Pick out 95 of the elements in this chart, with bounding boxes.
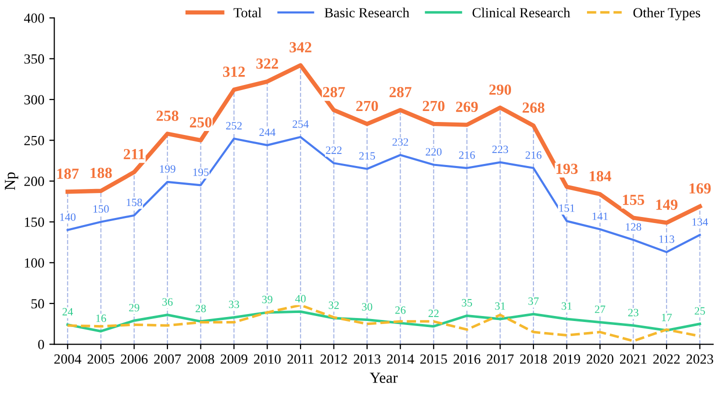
data-label: 254	[292, 120, 309, 128]
data-label: 28	[196, 304, 206, 312]
y-tick-label: 100	[24, 258, 44, 268]
data-label: 140	[60, 213, 76, 221]
data-label: 223	[492, 146, 508, 154]
data-label: 252	[226, 122, 242, 130]
data-label: 22	[428, 310, 439, 318]
x-tick-label: 2015	[420, 354, 447, 364]
y-tick-label: 150	[24, 217, 44, 227]
x-tick-label: 2019	[553, 354, 580, 364]
data-label: 250	[190, 117, 212, 128]
legend-label: Other Types	[633, 8, 700, 20]
data-label: 128	[626, 223, 642, 231]
y-tick-label: 350	[24, 54, 44, 64]
data-label: 184	[590, 171, 612, 182]
data-label: 17	[662, 314, 672, 322]
x-tick-label: 2008	[187, 354, 214, 364]
data-label: 25	[694, 307, 705, 315]
data-label: 287	[390, 86, 412, 98]
x-tick-label: 2010	[254, 354, 281, 364]
data-label: 322	[256, 58, 278, 69]
data-label: 37	[528, 297, 539, 305]
data-label: 193	[556, 164, 578, 174]
data-label: 215	[359, 152, 375, 160]
data-label: 270	[356, 100, 378, 112]
data-label: 199	[160, 165, 176, 173]
data-label: 29	[129, 304, 140, 312]
x-tick-label: 2020	[586, 354, 614, 364]
data-label: 258	[156, 110, 178, 121]
y-tick-label: 250	[24, 136, 44, 146]
data-label: 134	[692, 218, 708, 226]
x-tick-label: 2014	[387, 354, 414, 364]
data-label: 158	[126, 198, 142, 206]
data-label: 35	[462, 299, 472, 307]
data-label: 149	[656, 200, 678, 210]
data-label: 187	[57, 168, 79, 179]
x-tick-label: 2018	[520, 354, 547, 364]
data-label: 36	[162, 298, 173, 306]
x-tick-label: 2017	[486, 354, 514, 364]
x-tick-label: 2011	[288, 354, 314, 364]
data-label: 195	[193, 168, 209, 176]
data-label: 216	[526, 151, 542, 159]
x-tick-label: 2013	[354, 354, 380, 364]
data-label: 150	[94, 205, 109, 213]
data-label: 24	[62, 308, 73, 316]
data-label: 31	[495, 302, 506, 310]
data-label: 211	[124, 149, 144, 160]
data-label: 16	[96, 314, 106, 322]
x-tick-label: 2022	[653, 354, 680, 364]
y-tick-label: 400	[24, 13, 44, 23]
data-label: 222	[326, 146, 342, 154]
data-label: 40	[295, 294, 306, 302]
data-label: 169	[690, 183, 711, 194]
data-label: 151	[559, 204, 574, 212]
data-label: 290	[489, 84, 512, 95]
legend-label: Clinical Research	[472, 8, 570, 18]
data-label: 141	[592, 212, 608, 220]
y-tick-label: 200	[24, 176, 44, 186]
x-tick-label: 2016	[454, 354, 480, 364]
data-label: 33	[228, 300, 240, 308]
x-tick-label: 2006	[120, 354, 148, 364]
x-tick-label: 2021	[620, 354, 646, 364]
data-label: 30	[362, 303, 372, 311]
x-tick-label: 2012	[320, 354, 347, 364]
y-tick-label: 300	[24, 95, 44, 104]
x-tick-label: 2023	[686, 354, 714, 364]
y-tick-label: 50	[31, 299, 44, 308]
y-axis-title: Np	[4, 172, 18, 190]
data-label: 23	[628, 308, 638, 316]
x-tick-label: 2007	[154, 354, 181, 364]
x-tick-label: 2004	[54, 354, 82, 364]
data-label: 269	[456, 102, 478, 112]
data-label: 287	[322, 86, 345, 98]
data-label: 232	[392, 138, 408, 146]
legend-label: Total	[234, 8, 262, 18]
data-label: 244	[259, 128, 276, 136]
data-label: 113	[659, 235, 674, 243]
data-label: 268	[522, 102, 544, 113]
x-tick-label: 2009	[220, 354, 248, 364]
y-tick-label: 0	[38, 340, 44, 350]
data-label: 312	[223, 66, 245, 77]
legend-label: Basic Research	[324, 8, 410, 18]
data-label: 31	[562, 302, 572, 310]
data-label: 155	[623, 194, 644, 205]
data-label: 342	[290, 42, 312, 52]
data-label: 26	[395, 306, 406, 314]
data-label: 216	[459, 151, 475, 159]
data-label: 27	[594, 306, 606, 313]
data-label: 188	[90, 168, 112, 178]
x-tick-label: 2005	[88, 354, 114, 364]
data-label: 39	[262, 296, 272, 304]
data-label: 32	[328, 301, 339, 309]
data-label: 220	[426, 148, 442, 156]
data-label: 270	[422, 100, 445, 112]
x-axis-title: Year	[370, 372, 398, 383]
